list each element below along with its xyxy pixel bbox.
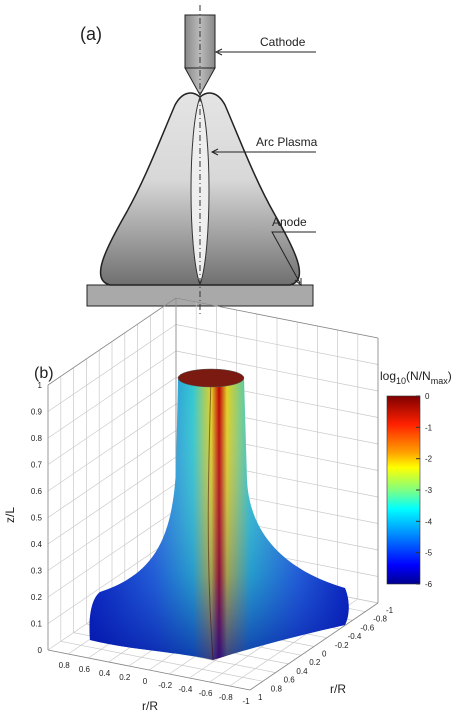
- z-tick-label: 0.3: [31, 567, 43, 576]
- grid-line: [47, 483, 177, 571]
- grid-line: [47, 430, 177, 518]
- z-tick-label: 0: [38, 646, 43, 655]
- y-tick-label: -0.6: [360, 623, 374, 632]
- colorbar-tick-label: 0: [425, 392, 430, 401]
- colorbar-label-part: log: [380, 369, 396, 383]
- grid-line: [175, 324, 379, 365]
- y-tick-label: 0.8: [271, 684, 283, 693]
- z-tick-label: 0.7: [31, 461, 43, 470]
- y-tick-label: 1: [258, 693, 263, 702]
- cathode-tip: [184, 67, 216, 97]
- colorbar-tick-label: -2: [425, 455, 433, 464]
- colorbar-tick-label: -6: [425, 580, 433, 589]
- colorbar-label-part: (N/N: [406, 369, 431, 383]
- y-tick-label: 0.6: [284, 676, 296, 685]
- axis-edge: [175, 297, 379, 339]
- leader: [271, 231, 316, 287]
- colorbar-tick-label: -3: [425, 486, 433, 495]
- x-tick-label: 0.8: [59, 661, 71, 670]
- surface-seam: [207, 377, 214, 661]
- x-tick-label: -0.2: [158, 681, 172, 690]
- axis-edge: [249, 602, 379, 691]
- leader: [214, 48, 316, 56]
- grid-line: [47, 536, 177, 624]
- z-tick-label: 0.4: [31, 540, 43, 549]
- x-tick-label: -1: [242, 697, 250, 706]
- grid-line: [47, 509, 177, 598]
- z-tick-label: 0.6: [31, 487, 43, 496]
- y-tick-label: -0.4: [348, 632, 362, 641]
- leader: [210, 148, 316, 156]
- callout: Arc Plasma: [256, 135, 318, 149]
- colorbar-tick-label: -1: [425, 423, 433, 432]
- x-tick-label: 0.4: [99, 669, 111, 678]
- colorbar: [386, 395, 421, 585]
- colorbar-label: log10(N/Nmax): [380, 369, 452, 386]
- panel-label: (a): [80, 24, 102, 44]
- z-tick-label: 0.9: [31, 408, 43, 417]
- y-tick-label: 0.2: [309, 658, 321, 667]
- panel-a: (a) Cathode Arc Plasma Anode: [80, 5, 318, 315]
- colorbar-label-part: max: [431, 376, 449, 386]
- x-tick-label: 0.2: [119, 673, 131, 682]
- grid-line: [60, 640, 263, 682]
- grid-line: [47, 324, 177, 412]
- callout: Cathode: [260, 35, 306, 49]
- x-tick-label: 0.6: [79, 665, 91, 674]
- y-tick-label: 0.4: [296, 667, 308, 676]
- grid-line: [47, 456, 177, 545]
- y-tick-label: -1: [386, 606, 394, 615]
- panel-b: (b) 0.8 0.6 0.4 0.2 0 -0.2 -0.4 -0.6 -0.8 -1-1-0.…: [3, 297, 452, 713]
- colorbar-label-part: ): [448, 369, 452, 383]
- panel-label: (b): [34, 365, 54, 382]
- colorbar-tick-label: -5: [425, 549, 433, 558]
- x-tick-label: -0.8: [219, 693, 233, 702]
- y-axis-label: r/R: [330, 682, 346, 696]
- surface-cap: [177, 368, 245, 388]
- surface-shade: [89, 378, 349, 660]
- x-tick-label: -0.4: [179, 685, 193, 694]
- axis-edge: [47, 649, 251, 691]
- z-axis-label: z/L: [3, 507, 17, 523]
- z-tick-label: 0.1: [31, 620, 43, 629]
- x-tick-label: -0.6: [199, 689, 213, 698]
- x-axis-label: r/R: [142, 699, 158, 713]
- z-tick-label: 0.8: [31, 434, 43, 443]
- z-tick-label: 0.5: [31, 514, 43, 523]
- grid-line: [47, 350, 177, 439]
- z-tick-label: 0.2: [31, 593, 43, 602]
- grid-line: [175, 350, 379, 392]
- grid-line: [47, 377, 177, 465]
- callout: Anode: [272, 215, 307, 229]
- grid-line: [47, 403, 177, 492]
- colorbar-tick-label: -4: [425, 517, 433, 526]
- y-tick-label: -0.8: [373, 615, 387, 624]
- z-tick-label: 1: [38, 381, 43, 390]
- y-tick-label: 0: [322, 650, 327, 659]
- axis-edge: [47, 297, 177, 386]
- y-tick-label: -0.2: [335, 641, 349, 650]
- colorbar-label-part: 10: [396, 376, 406, 386]
- x-tick-label: 0: [143, 677, 148, 686]
